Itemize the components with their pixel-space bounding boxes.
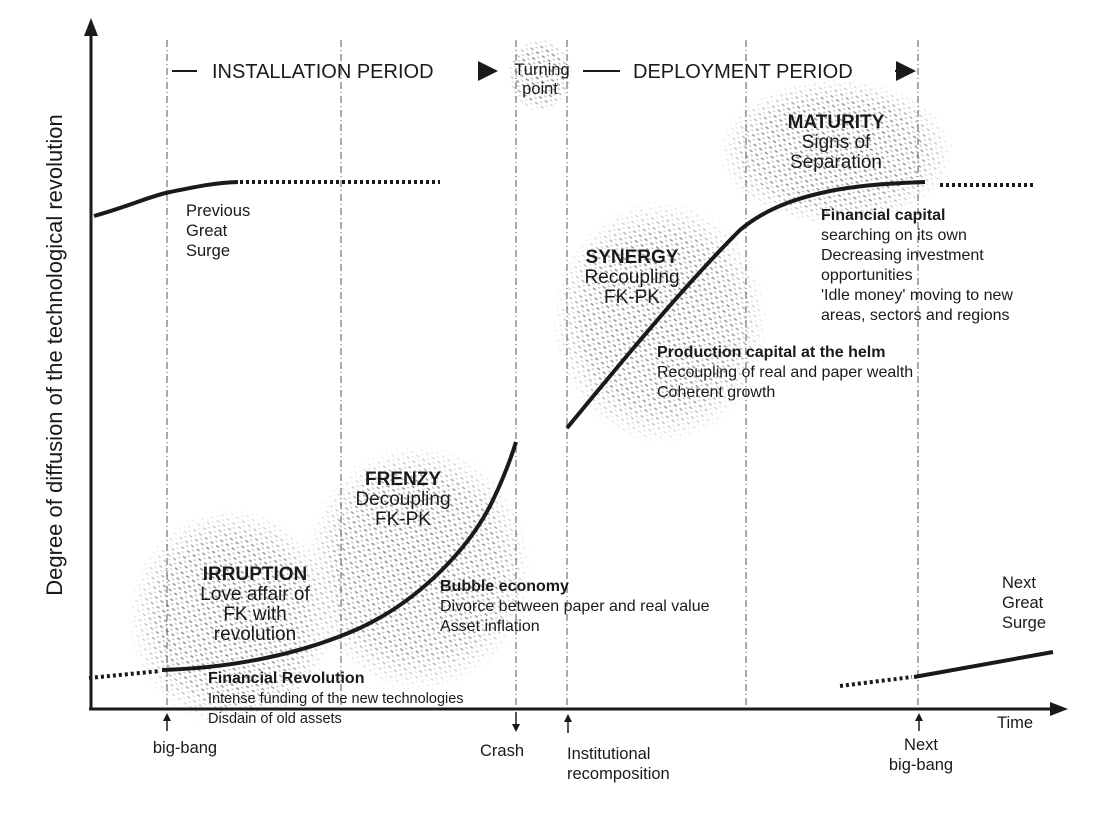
maturity-line1: Signs of (802, 132, 871, 153)
frenzy-line2: FK-PK (375, 509, 431, 530)
maturity-title: MATURITY (788, 112, 885, 133)
financial-capital-title: Financial capital (821, 207, 945, 224)
production-capital-title: Production capital at the helm (657, 344, 885, 361)
deployment-curve (565, 180, 926, 430)
previous-surge-line1: Previous (186, 202, 250, 220)
crash-marker: Crash (480, 712, 524, 760)
next-surge-line1: Next (1002, 574, 1036, 592)
frenzy-cloud (304, 444, 532, 692)
x-axis-label: Time (997, 714, 1033, 732)
next-surge-curve (913, 650, 1054, 679)
irruption-cloud (128, 508, 336, 728)
next-big-bang-line2: big-bang (889, 756, 953, 774)
axes: Degree of diffusion of the technological… (42, 18, 1068, 732)
maturity-label: MATURITY Signs of Separation (788, 112, 885, 173)
bubble-economy-line2: Asset inflation (440, 618, 540, 635)
synergy-line2: FK-PK (604, 287, 660, 308)
institutional-marker: Institutional recomposition (564, 714, 670, 783)
irruption-title: IRRUPTION (203, 564, 308, 585)
frenzy-title: FRENZY (365, 469, 441, 490)
guide-lines (166, 40, 919, 708)
big-bang-arrow-icon (163, 713, 171, 721)
turning-point-cloud (507, 38, 573, 112)
x-axis-arrowhead (1050, 702, 1068, 716)
period-header: INSTALLATION PERIOD Turning point DEPLOY… (172, 61, 916, 98)
financial-revolution-title: Financial Revolution (208, 670, 364, 687)
frenzy-label: FRENZY Decoupling FK-PK (355, 469, 450, 530)
financial-revolution-line1: Intense funding of the new technologies (208, 691, 464, 707)
next-surge-label: Next Great Surge (1002, 574, 1046, 632)
big-bang-label: big-bang (153, 739, 217, 757)
irruption-line1: Love affair of (200, 584, 310, 605)
maturity-cloud (718, 78, 954, 226)
surge-curves (88, 180, 1054, 688)
next-surge-line2: Great (1002, 594, 1044, 612)
next-surge-dotted-lead (839, 675, 913, 688)
turning-point-label-line2: point (522, 80, 558, 98)
crash-arrow-icon (512, 724, 520, 732)
next-big-bang-line1: Next (904, 736, 938, 754)
financial-capital-note: Financial capital searching on its own D… (821, 207, 1013, 324)
crash-label: Crash (480, 742, 524, 760)
installation-curve (161, 441, 518, 672)
financial-revolution-note: Financial Revolution Intense funding of … (208, 670, 464, 727)
financial-capital-line1: searching on its own (821, 227, 967, 244)
financial-revolution-line2: Disdain of old assets (208, 711, 342, 727)
maturity-line2: Separation (790, 152, 882, 173)
y-axis-arrowhead (84, 18, 98, 36)
production-capital-line2: Coherent growth (657, 384, 775, 401)
bubble-economy-note: Bubble economy Divorce between paper and… (440, 578, 710, 635)
production-capital-line1: Recoupling of real and paper wealth (657, 364, 913, 381)
previous-surge-label: Previous Great Surge (186, 202, 250, 260)
previous-surge-line2: Great (186, 222, 228, 240)
synergy-line1: Recoupling (584, 267, 679, 288)
irruption-line3: revolution (214, 624, 296, 645)
frenzy-line1: Decoupling (355, 489, 450, 510)
next-surge-line3: Surge (1002, 614, 1046, 632)
production-capital-note: Production capital at the helm Recouplin… (657, 344, 913, 401)
previous-surge-line3: Surge (186, 242, 230, 260)
previous-surge-curve (93, 180, 239, 218)
financial-capital-line5: areas, sectors and regions (821, 307, 1010, 324)
institutional-arrow-icon (564, 714, 572, 722)
big-bang-marker: big-bang (153, 713, 217, 757)
institutional-line1: Institutional (567, 745, 650, 763)
bubble-economy-line1: Divorce between paper and real value (440, 598, 710, 615)
installation-period-label: INSTALLATION PERIOD (212, 61, 434, 83)
bubble-economy-title: Bubble economy (440, 578, 569, 595)
deployment-period-label: DEPLOYMENT PERIOD (633, 61, 853, 83)
synergy-title: SYNERGY (586, 247, 679, 268)
y-axis-label: Degree of diffusion of the technological… (42, 114, 67, 595)
irruption-label: IRRUPTION Love affair of FK with revolut… (200, 564, 310, 645)
financial-capital-line2: Decreasing investment (821, 247, 984, 264)
next-big-bang-marker: Next big-bang (889, 713, 953, 774)
next-big-bang-arrow-icon (915, 713, 923, 721)
synergy-label: SYNERGY Recoupling FK-PK (584, 247, 679, 308)
institutional-line2: recomposition (567, 765, 670, 783)
financial-capital-line3: opportunities (821, 267, 913, 284)
financial-capital-line4: 'Idle money' moving to new (821, 287, 1013, 304)
irruption-line2: FK with (223, 604, 286, 625)
turning-point-label-line1: Turning (514, 61, 569, 79)
